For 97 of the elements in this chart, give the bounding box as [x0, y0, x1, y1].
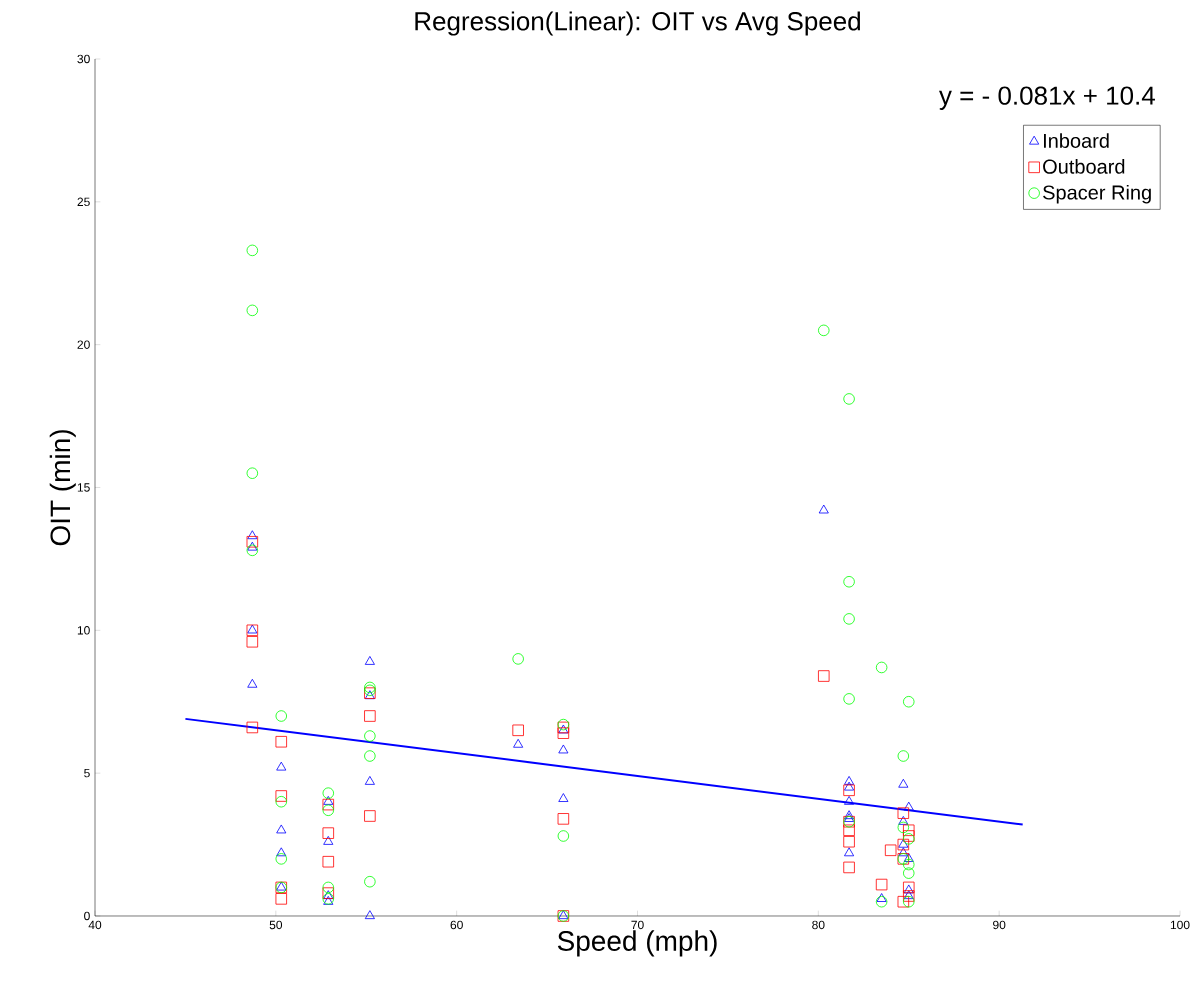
point: [844, 847, 855, 857]
point: [275, 710, 287, 722]
point: [843, 576, 855, 588]
point: [246, 244, 259, 257]
point: [898, 815, 909, 825]
x-tick-label: 70: [631, 920, 644, 930]
y-tick-label: 15: [77, 483, 90, 492]
point: [364, 775, 375, 785]
point: [275, 893, 287, 905]
point: [843, 693, 855, 705]
point: [246, 467, 259, 479]
point: [558, 793, 569, 802]
point: [818, 324, 830, 337]
point: [844, 781, 855, 791]
point: [898, 847, 909, 857]
legend-label: Inboard: [1043, 133, 1109, 148]
point: [246, 304, 259, 317]
point: [903, 824, 915, 837]
point: [364, 710, 376, 722]
point: [903, 858, 915, 871]
point: [843, 824, 855, 837]
x-tick-label: 100: [1170, 920, 1190, 930]
point: [275, 735, 287, 748]
x-tick-label: 50: [269, 920, 283, 930]
point: [247, 541, 258, 551]
y-tick-label: 5: [84, 768, 90, 778]
point: [246, 636, 259, 648]
point: [276, 824, 287, 834]
point: [246, 721, 259, 734]
point: [897, 750, 910, 762]
point: [843, 393, 855, 405]
point: [512, 724, 524, 737]
point: [323, 795, 334, 805]
point: [875, 895, 888, 908]
point: [322, 787, 335, 799]
point: [897, 821, 910, 834]
point: [897, 807, 910, 819]
legend-label: Outboard: [1043, 159, 1125, 174]
point: [364, 810, 376, 822]
y-tick-label: 20: [77, 340, 90, 349]
legend-label: Spacer Ring: [1043, 184, 1151, 204]
point: [558, 744, 569, 754]
point: [364, 656, 375, 665]
point: [322, 855, 335, 868]
point: [512, 653, 524, 665]
y-tick-label: 25: [77, 197, 90, 207]
point: [897, 895, 910, 908]
point: [275, 790, 287, 802]
point: [557, 727, 570, 739]
point: [323, 835, 334, 845]
point: [246, 536, 259, 548]
point: [903, 801, 914, 811]
point: [875, 878, 888, 891]
y-axis-title: OIT (min): [49, 430, 76, 546]
point: [903, 696, 915, 708]
point: [276, 761, 287, 771]
point: [843, 613, 855, 625]
point: [247, 678, 258, 688]
point: [818, 504, 829, 514]
point: [364, 730, 376, 742]
x-tick-label: 40: [88, 920, 102, 930]
point: [275, 795, 287, 808]
point: [275, 853, 287, 865]
point: [322, 798, 335, 811]
point: [364, 875, 376, 888]
point: [876, 893, 887, 902]
point: [843, 835, 855, 848]
annotation: y = - 0.081x + 10.4: [939, 86, 1155, 110]
y-tick-label: 0: [84, 911, 90, 921]
point: [322, 881, 335, 894]
y-tick-label: 30: [77, 54, 90, 64]
x-axis-title: Speed (mph): [557, 930, 717, 957]
point: [875, 661, 888, 674]
x-tick-label: 60: [450, 920, 463, 930]
point: [322, 804, 335, 817]
point: [903, 853, 914, 862]
point: [322, 827, 335, 839]
point: [276, 847, 287, 857]
point: [247, 530, 258, 540]
point: [364, 750, 376, 762]
point: [557, 830, 570, 842]
point: [903, 895, 915, 908]
chart-title: Regression(Linear): OIT vs Avg Speed: [415, 11, 860, 36]
x-tick-label: 80: [812, 920, 825, 930]
point: [364, 910, 375, 920]
y-tick-label: 10: [77, 626, 90, 635]
point: [844, 795, 855, 805]
point: [246, 544, 259, 557]
point: [513, 738, 524, 748]
point: [843, 784, 855, 797]
x-tick-label: 90: [993, 920, 1006, 930]
point: [903, 867, 915, 879]
point: [898, 778, 909, 788]
point: [557, 813, 570, 825]
point: [884, 844, 897, 857]
point: [843, 861, 855, 874]
point: [818, 670, 830, 682]
